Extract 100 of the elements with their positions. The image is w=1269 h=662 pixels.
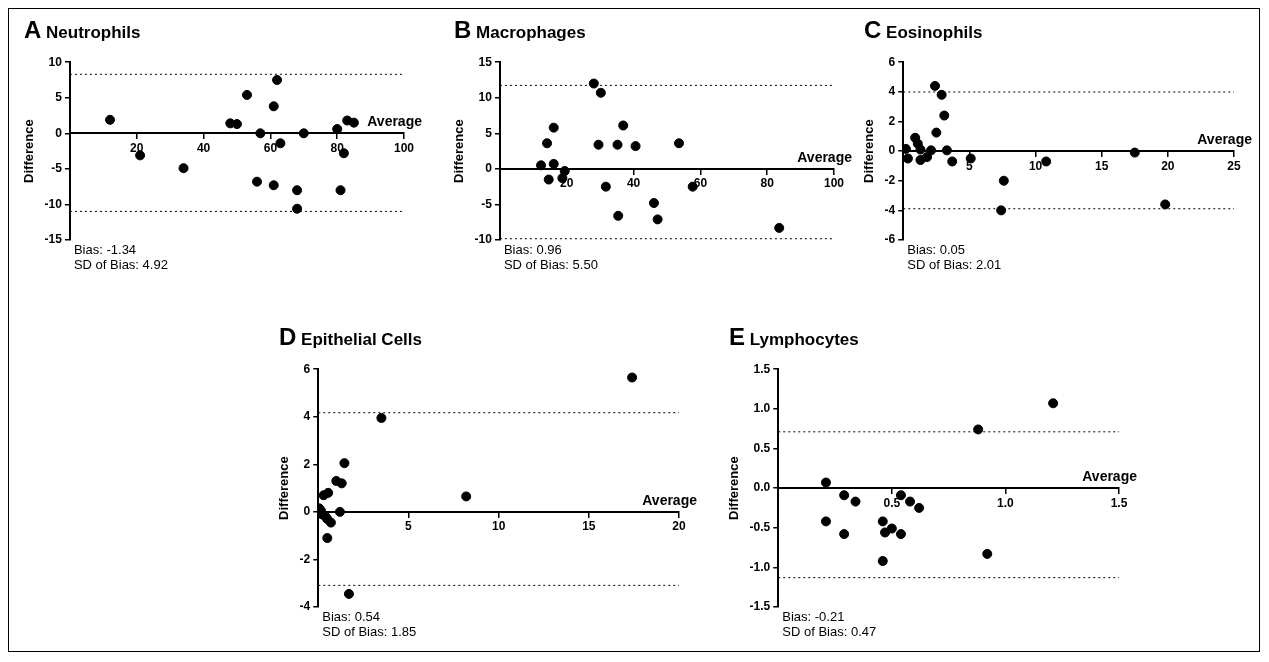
point xyxy=(936,89,947,100)
point xyxy=(595,87,606,98)
point xyxy=(627,372,638,383)
text: Bias: 0.05 xyxy=(907,242,966,258)
y-tick-label: 0 xyxy=(55,125,63,140)
x-tick-label: 10 xyxy=(1028,158,1043,173)
point xyxy=(105,114,116,125)
point xyxy=(588,78,599,89)
point xyxy=(930,80,941,91)
point xyxy=(915,144,926,155)
x-tick-label: 25 xyxy=(1227,158,1241,173)
point xyxy=(543,174,554,185)
text: SD of Bias: 0.47 xyxy=(782,624,877,640)
x-axis-title: Average xyxy=(1197,130,1253,147)
point xyxy=(600,181,611,192)
point xyxy=(931,127,942,138)
x-tick-label: 20 xyxy=(1161,158,1175,173)
point xyxy=(877,516,888,527)
y-tick-label: -4 xyxy=(884,202,896,217)
y-tick-label: 0 xyxy=(888,143,896,158)
y-tick-label: 6 xyxy=(888,54,896,69)
point xyxy=(334,506,345,517)
y-axis-title: Difference xyxy=(451,119,467,183)
x-tick-label: 15 xyxy=(582,519,596,534)
y-axis-title: Difference xyxy=(21,119,37,183)
point xyxy=(941,145,952,156)
point xyxy=(241,89,252,100)
x-tick-label: 40 xyxy=(626,176,641,191)
point xyxy=(947,156,958,167)
y-tick-label: 0.0 xyxy=(753,480,771,495)
point xyxy=(922,152,933,163)
y-tick-label: 10 xyxy=(48,54,63,69)
point xyxy=(996,205,1007,216)
point xyxy=(839,529,850,540)
point xyxy=(839,490,850,501)
text: Bias: 0.96 xyxy=(503,242,562,258)
x-tick-label: 1.5 xyxy=(1110,495,1128,510)
point xyxy=(335,185,346,196)
point xyxy=(559,166,570,177)
y-tick-label: 6 xyxy=(303,361,311,376)
x-tick-label: 100 xyxy=(393,140,415,155)
text: Bias: -0.21 xyxy=(782,609,845,625)
point xyxy=(542,138,553,149)
x-tick-label: 100 xyxy=(823,176,845,191)
x-tick-label: 60 xyxy=(263,140,278,155)
point xyxy=(348,117,359,128)
point xyxy=(343,588,354,599)
point xyxy=(292,203,303,214)
text: SD of Bias: 5.50 xyxy=(503,257,598,273)
point xyxy=(1160,199,1171,210)
y-tick-label: 2 xyxy=(303,456,311,471)
point xyxy=(674,138,684,149)
point xyxy=(613,210,624,221)
point xyxy=(292,185,303,196)
y-tick-label: -2 xyxy=(299,551,311,566)
point xyxy=(820,477,831,488)
text: SD of Bias: 4.92 xyxy=(73,257,168,273)
point xyxy=(252,176,263,187)
point xyxy=(339,458,350,469)
y-tick-label: 4 xyxy=(303,409,311,424)
x-axis-title: Average xyxy=(1082,467,1138,484)
point xyxy=(272,74,283,85)
point xyxy=(255,128,266,139)
point xyxy=(903,153,913,164)
point xyxy=(548,122,559,133)
point xyxy=(618,120,629,131)
point xyxy=(850,496,861,507)
y-tick-label: -10 xyxy=(44,196,63,211)
x-tick-label: 80 xyxy=(760,176,775,191)
point xyxy=(275,138,286,149)
point xyxy=(877,556,888,567)
y-tick-label: 4 xyxy=(888,84,896,99)
point xyxy=(461,491,472,502)
text: SD of Bias: 1.85 xyxy=(322,624,417,640)
x-axis-title: Average xyxy=(797,148,853,165)
point xyxy=(926,145,937,156)
point xyxy=(1048,398,1059,409)
point xyxy=(593,139,604,150)
x-tick-label: 20 xyxy=(130,140,144,155)
x-tick-label: 1.0 xyxy=(997,495,1015,510)
point xyxy=(322,533,333,544)
point xyxy=(886,523,897,534)
point xyxy=(298,128,309,139)
y-tick-label: -10 xyxy=(474,232,493,247)
y-tick-label: 0 xyxy=(485,161,493,176)
point xyxy=(323,487,334,498)
point xyxy=(178,163,189,174)
y-tick-label: 0.5 xyxy=(753,440,771,455)
point xyxy=(895,529,906,540)
y-tick-label: 5 xyxy=(55,90,63,105)
y-tick-label: -2 xyxy=(884,173,896,188)
y-tick-label: 2 xyxy=(888,113,896,128)
y-tick-label: 1.5 xyxy=(753,361,771,376)
point xyxy=(630,141,641,152)
y-tick-label: -1.5 xyxy=(749,599,771,614)
y-axis-title: Difference xyxy=(276,456,292,520)
point xyxy=(914,502,925,513)
x-axis-title: Average xyxy=(367,113,423,130)
point xyxy=(1041,156,1052,167)
y-tick-label: -4 xyxy=(299,599,311,614)
